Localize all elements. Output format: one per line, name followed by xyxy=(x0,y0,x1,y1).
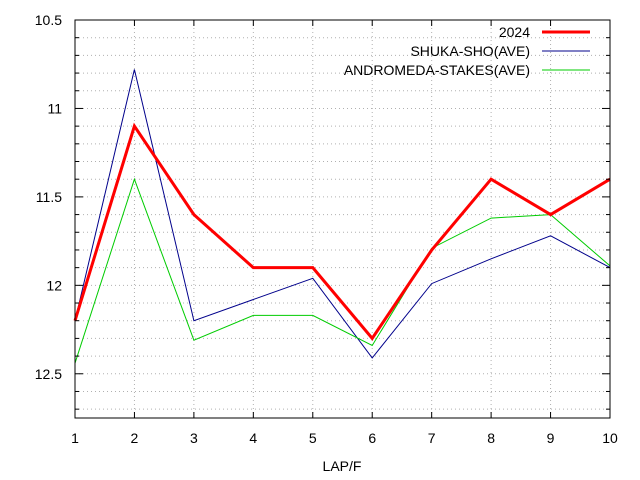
y-tick-label: 11.5 xyxy=(36,189,62,205)
y-tick-label: 12 xyxy=(46,277,62,293)
x-axis-tick-labels: 1 2 3 4 5 6 7 8 9 10 xyxy=(71,430,618,446)
y-tick-label: 11 xyxy=(47,100,62,116)
x-tick-label: 2 xyxy=(131,430,139,446)
legend-label: SHUKA-SHO(AVE) xyxy=(410,43,530,59)
series-line-0 xyxy=(73,122,611,341)
x-tick-label: 6 xyxy=(368,430,376,446)
x-tick-label: 8 xyxy=(487,430,495,446)
x-tick-label: 5 xyxy=(309,430,317,446)
y-tick-label: 12.5 xyxy=(35,366,62,382)
x-tick-label: 9 xyxy=(547,430,555,446)
x-tick-label: 1 xyxy=(71,430,79,446)
grid-lines xyxy=(74,19,611,418)
legend-label: ANDROMEDA-STAKES(AVE) xyxy=(344,62,530,78)
y-axis-tick-labels: 10.5 11 11.5 12 12.5 xyxy=(35,12,62,382)
x-axis-label: LAP/F xyxy=(323,458,362,474)
series-line-1 xyxy=(74,69,611,359)
x-tick-label: 3 xyxy=(190,430,198,446)
axis-ticks xyxy=(74,19,611,418)
series-lines xyxy=(73,69,611,364)
x-tick-label: 4 xyxy=(249,430,257,446)
plot-frame xyxy=(74,19,611,419)
legend-label: 2024 xyxy=(499,24,530,40)
series-line-2 xyxy=(74,177,611,364)
x-tick-label: 10 xyxy=(602,430,618,446)
y-tick-label: 10.5 xyxy=(35,12,62,28)
x-tick-label: 7 xyxy=(428,430,436,446)
legend: 2024 SHUKA-SHO(AVE) ANDROMEDA-STAKES(AVE) xyxy=(344,24,590,78)
